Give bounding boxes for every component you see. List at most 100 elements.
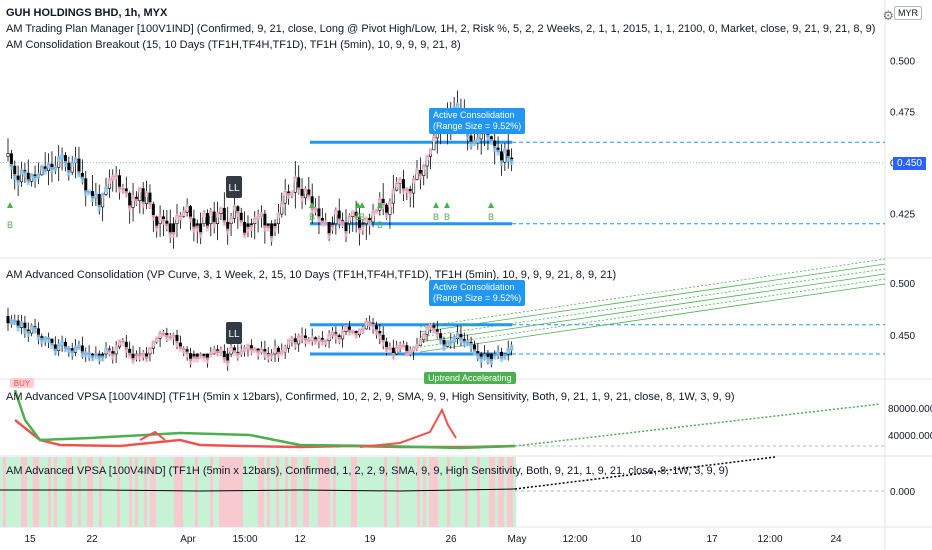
cloud-segment [67,170,71,177]
cloud-segment [411,345,416,352]
vpsa-bar [444,457,447,527]
x-tick-label: 22 [86,534,98,545]
cloud-segment [84,190,88,197]
cloud-segment [300,195,304,202]
cloud-segment [310,335,314,342]
pane3-legend[interactable]: AM Advanced VPSA [100V4IND] (TF1H (5min … [6,391,735,403]
vpsa-bar [267,457,270,527]
y-tick-label: 0.500 [890,279,915,290]
vpsa-bar [126,457,129,527]
vpsa-bar [153,457,156,527]
vpsa-bar [84,457,87,527]
vpsa-bar [426,457,429,527]
cloud-segment [198,232,203,239]
vpsa-bar [405,457,408,527]
vpsa-bar [192,457,195,527]
pane2-legend[interactable]: AM Advanced Consolidation (VP Curve, 3, … [6,269,617,281]
cloud-segment [165,223,169,230]
cloud-segment [53,348,58,355]
vpsa-bar [366,457,369,527]
cloud-segment [205,225,210,232]
y-tick-label: 0.000 [890,487,915,498]
ll-label-box [226,322,242,344]
vpsa-bar [261,457,264,527]
vpsa-bar [339,457,342,527]
vpsa-bar [273,457,276,527]
currency-button[interactable]: MYR [894,6,922,20]
vpsa-bar [78,457,81,527]
cloud-segment [351,210,355,217]
cloud-segment [388,346,392,353]
vpsa-bar [201,457,204,527]
cloud-segment [273,346,277,353]
cloud-segment [182,210,186,217]
vpsa-red-line [14,419,516,449]
vpsa-bar [429,457,432,527]
cloud-segment [158,214,162,221]
vpsa-bar [336,457,339,527]
vpsa-bar [111,457,114,527]
cloud-segment [499,160,504,167]
cloud-segment [87,351,91,358]
ll-label: LL [228,183,240,194]
pane4-legend[interactable]: AM Advanced VPSA [100V4IND] (TF1H (5min … [6,465,729,477]
vpsa-bar [354,457,357,527]
cloud-segment [19,320,24,327]
vpsa-bar [90,457,93,527]
cloud-segment [371,210,375,217]
cloud-segment [472,349,477,356]
indicator-legend-2[interactable]: AM Consolidation Breakout (15, 10 Days (… [6,39,461,51]
vpsa-bar [288,457,291,527]
cloud-segment [246,226,250,233]
cloud-segment [171,333,176,340]
cloud-segment [253,346,257,353]
vpsa-bar [249,457,252,527]
cloud-segment [192,356,196,363]
cloud-segment [367,220,372,227]
cloud-segment [324,338,328,345]
indicator-legend-1[interactable]: AM Trading Plan Manager [100V1IND] (Conf… [6,23,876,35]
cloud-segment [77,343,81,350]
vpsa-bar [171,457,174,527]
cloud-segment [60,340,64,347]
vpsa-bar [510,457,513,527]
vpsa-bar [231,457,234,527]
cloud-segment [100,355,105,362]
vpsa-bar [360,457,363,527]
vpsa-bar [342,457,345,527]
cloud-segment [496,350,500,357]
uptrend-label: Uptrend Accelerating [424,372,516,384]
cloud-segment [9,164,14,171]
cloud-segment [351,329,355,336]
ll-label-box [226,176,242,198]
cloud-segment [263,225,267,232]
vpsa-bar [135,457,138,527]
vpsa-bar [435,457,438,527]
cloud-segment [50,342,54,349]
cloud-segment [273,225,277,232]
cloud-segment [249,224,254,231]
callout-line-2: (Range Size = 9.52%) [433,293,522,303]
vpsa-bar [147,457,150,527]
gear-icon[interactable]: ⚙ [882,8,894,23]
cloud-segment [16,179,20,186]
cloud-segment [354,332,358,339]
symbol-title: GUH HOLDINGS BHD, 1h, MYX [6,7,168,19]
cloud-segment [40,164,44,171]
cloud-segment [408,348,412,355]
cloud-segment [36,172,41,179]
x-tick-label: 10 [630,534,642,545]
cloud-segment [499,355,504,362]
vpsa-bar [465,457,468,527]
cloud-segment [127,205,132,212]
cloud-segment [26,179,30,186]
cloud-segment [503,147,507,154]
cloud-segment [33,326,37,333]
trend-channel-line [419,283,886,353]
cloud-segment [486,134,490,141]
vpsa-bar [36,457,39,527]
vpsa-bar [264,457,267,527]
cloud-segment [215,211,220,218]
cloud-segment [361,224,365,231]
